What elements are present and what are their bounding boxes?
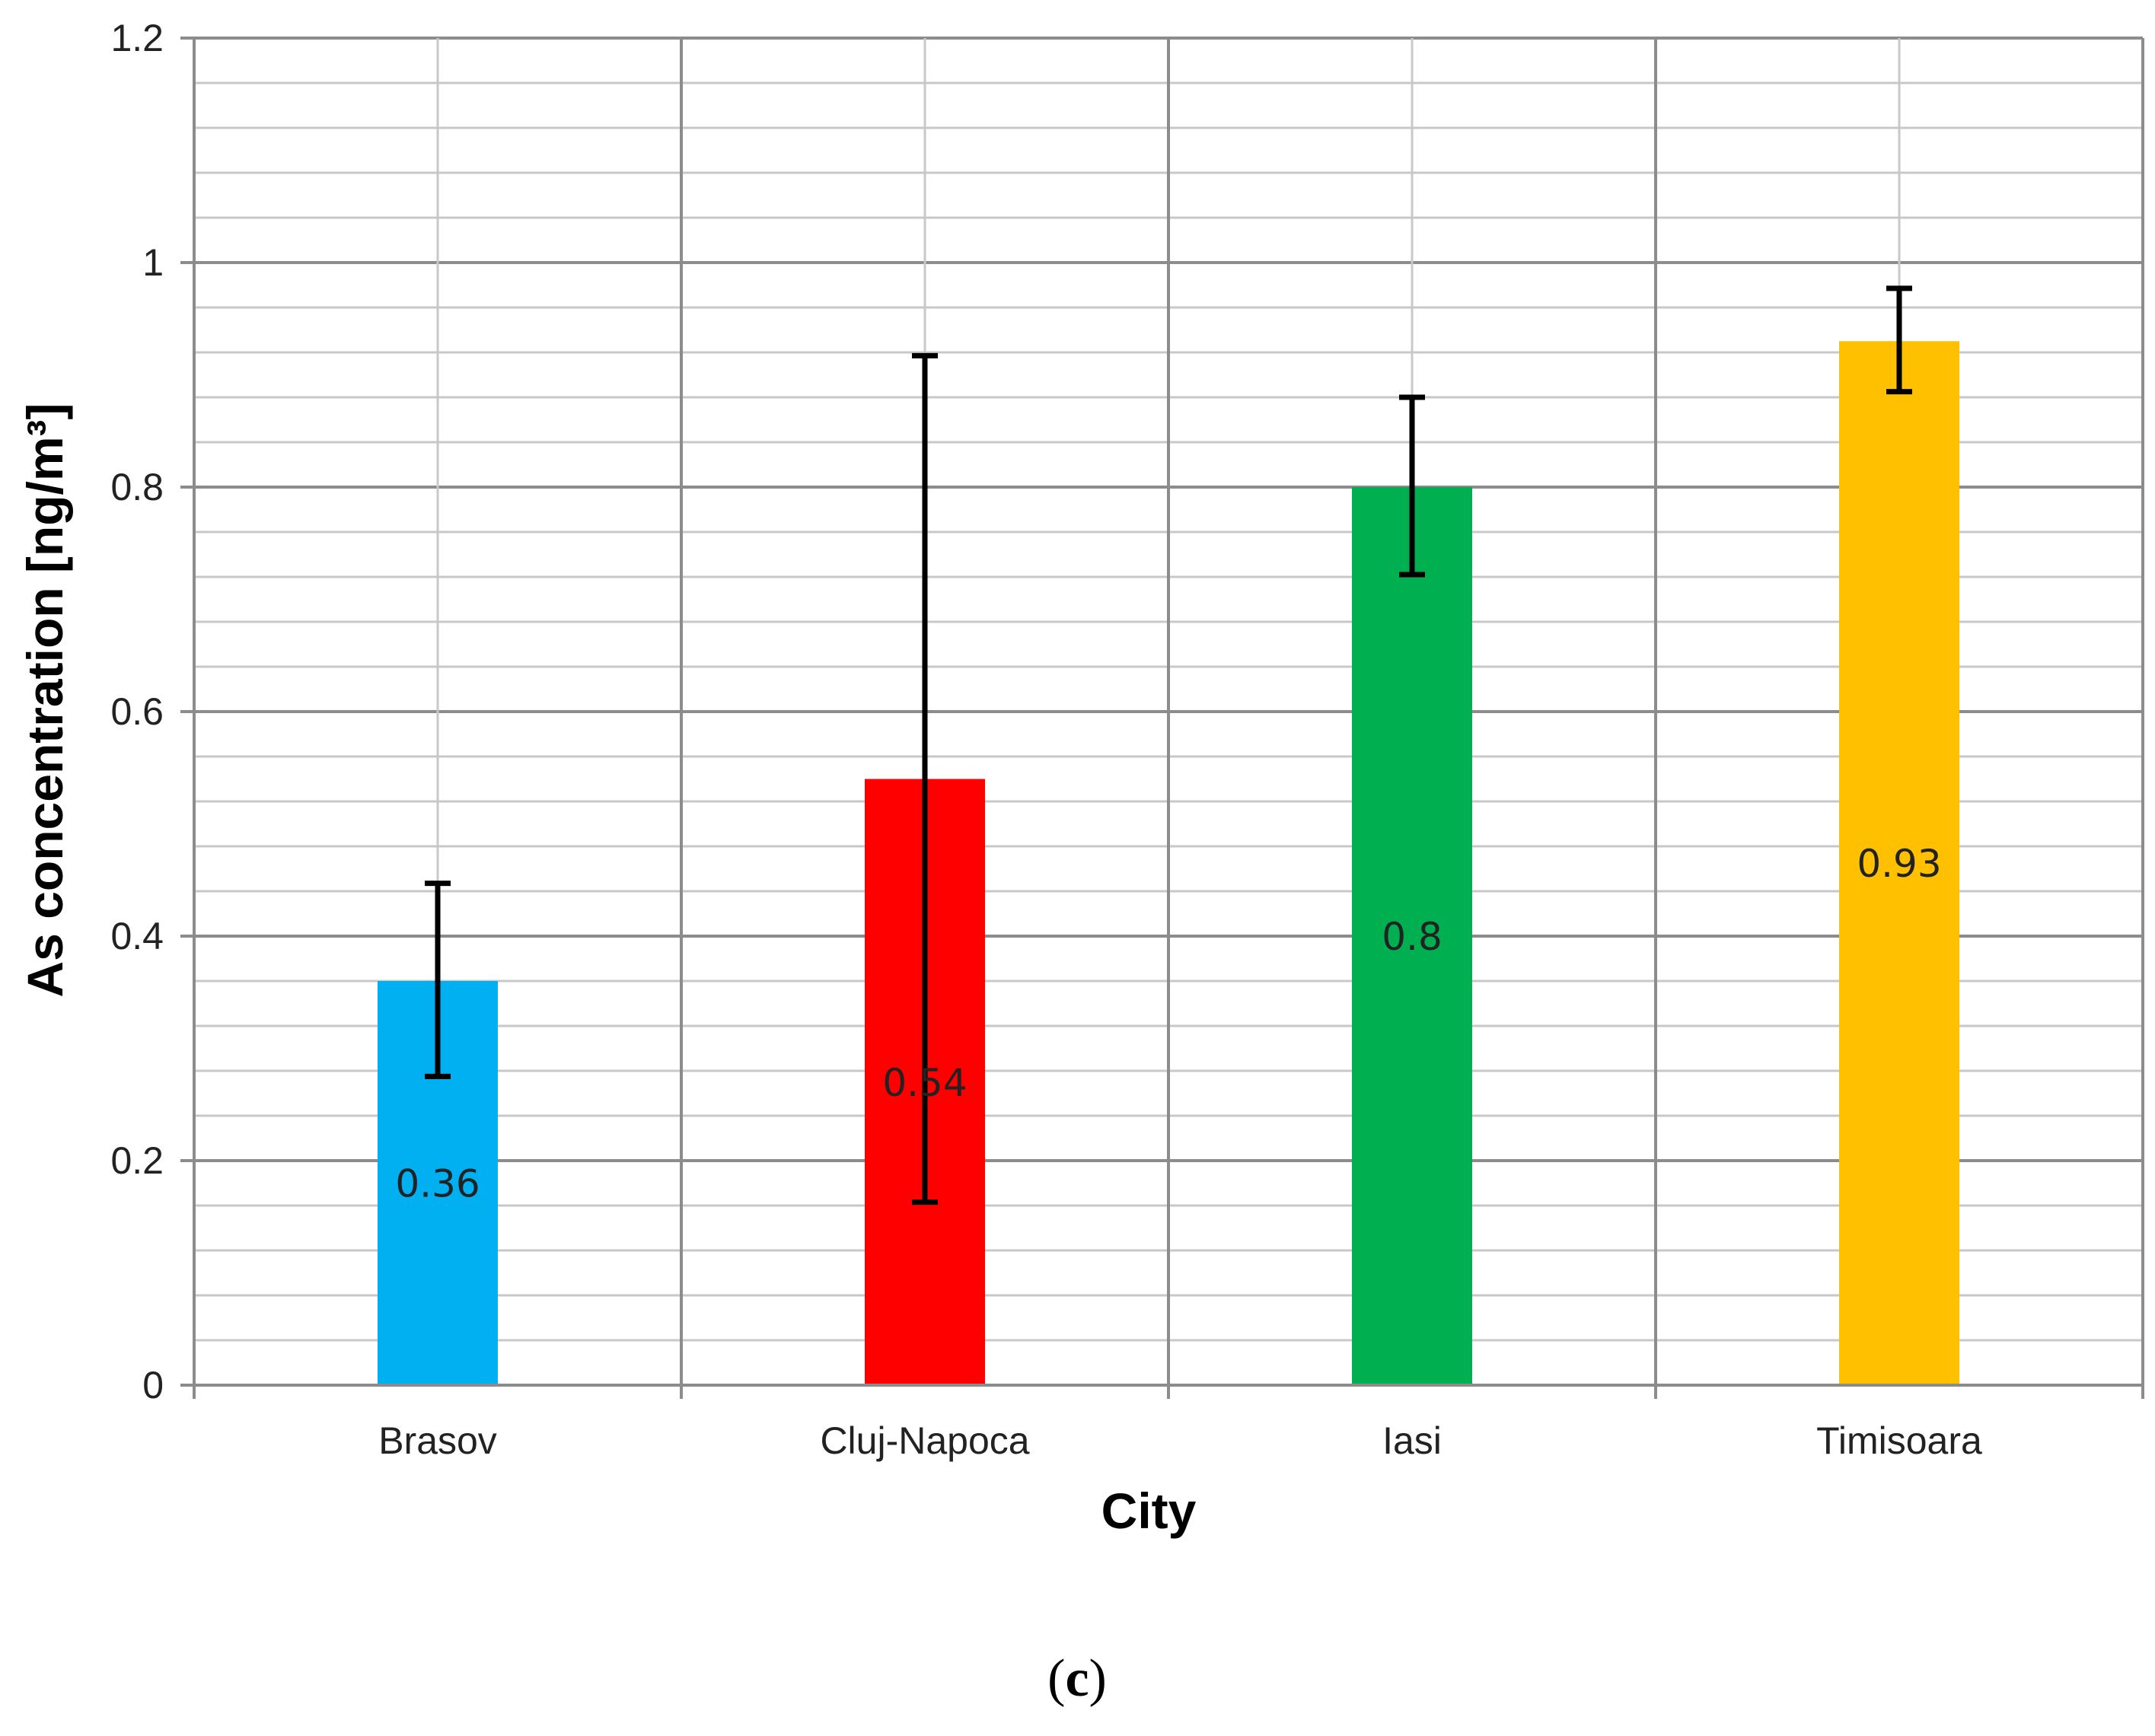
error-bars	[425, 285, 1912, 1206]
panel-label: (c)	[1047, 1649, 1107, 1708]
x-tick-label: Timisoara	[1816, 1419, 1982, 1462]
x-tick-label: Cluj-Napoca	[820, 1419, 1029, 1462]
bar	[1839, 341, 1959, 1385]
data-labels: 0.36 0.54 0.8 0.93	[395, 842, 1941, 1206]
panel-label-open: (	[1047, 1649, 1065, 1708]
y-tick-label: 0.4	[110, 915, 164, 957]
grid	[193, 37, 2144, 1385]
y-tick-label: 0	[142, 1364, 164, 1406]
data-label: 0.8	[1382, 915, 1443, 959]
x-tick-label: Iasi	[1382, 1419, 1442, 1462]
panel-label-letter: c	[1065, 1649, 1089, 1708]
y-axis-title: As concentration [ng/m³]	[17, 403, 73, 997]
y-tick-label: 0.8	[110, 466, 164, 508]
y-tick-label: 0.2	[110, 1139, 164, 1182]
panel-label-close: )	[1089, 1649, 1107, 1708]
data-label: 0.93	[1857, 842, 1941, 886]
axes: 0 0.2 0.4 0.6 0.8 1 1.2 Brasov Cluj-Napoca Iasi Ti…	[110, 17, 2144, 1462]
y-tick-label: 0.6	[110, 690, 164, 733]
y-tick-label: 1.2	[110, 17, 164, 59]
bars	[378, 341, 1959, 1385]
y-tick-label: 1	[142, 241, 164, 284]
x-axis-title: City	[1101, 1483, 1197, 1539]
bar	[1352, 487, 1472, 1385]
data-label: 0.36	[395, 1162, 480, 1206]
data-label: 0.54	[882, 1061, 967, 1105]
x-tick-label: Brasov	[378, 1419, 497, 1462]
